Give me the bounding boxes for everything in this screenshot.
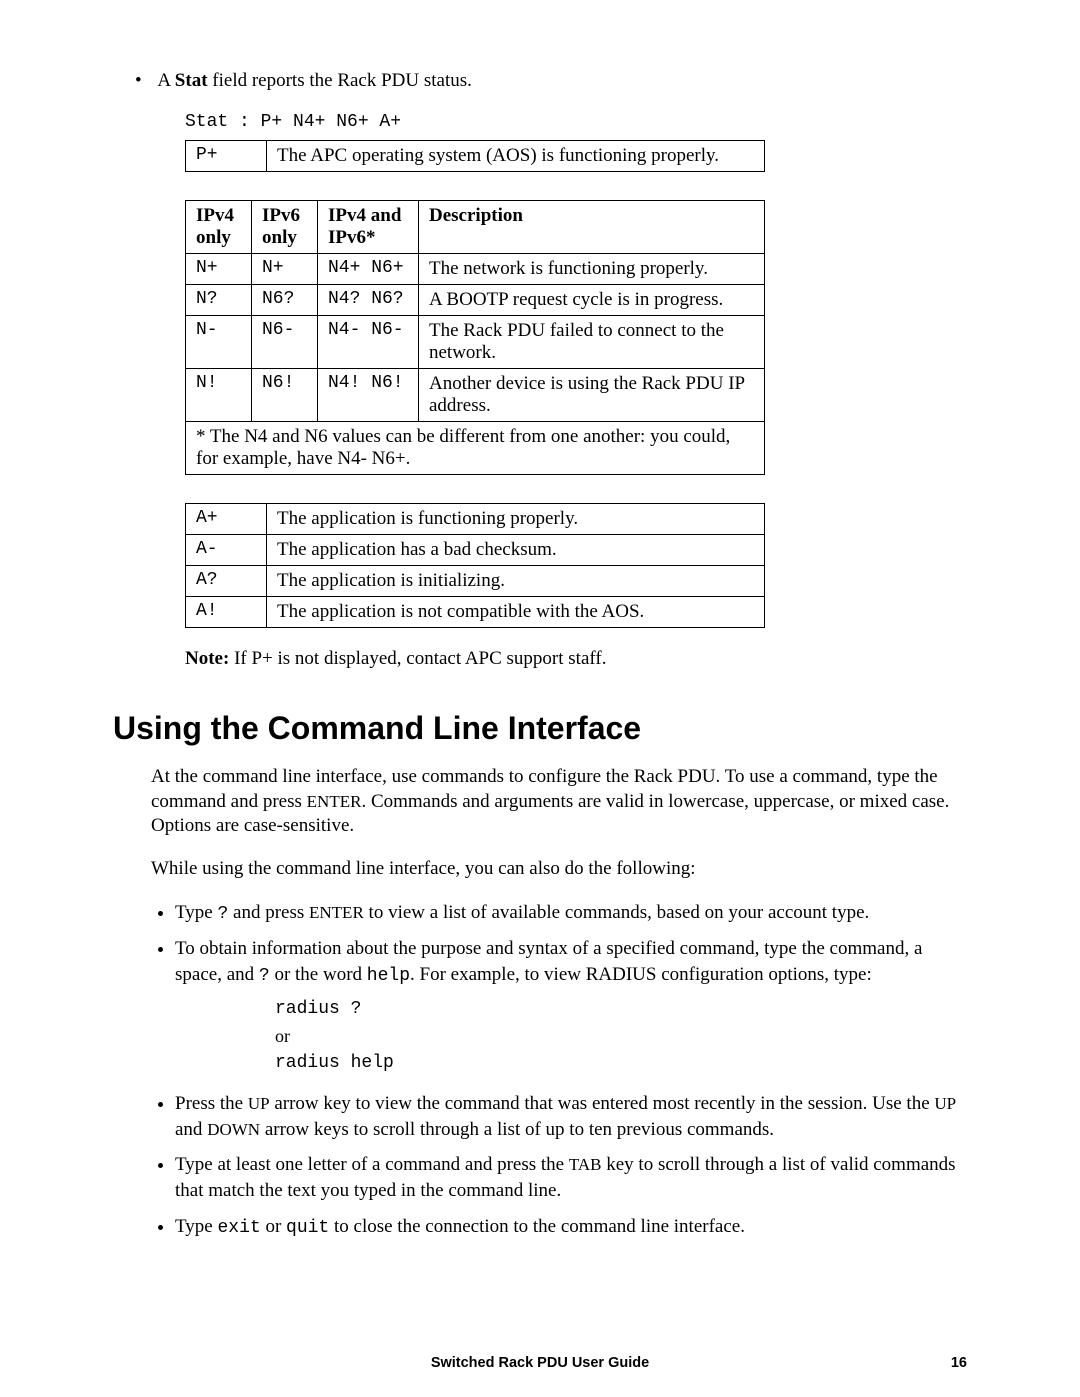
cell-desc: A BOOTP request cycle is in progress. [419, 285, 765, 316]
inline-code: exit [217, 1218, 260, 1238]
code-line: radius help [275, 1050, 967, 1077]
text: arrow keys to scroll through a list of u… [260, 1119, 774, 1140]
cell: N4! N6! [318, 369, 419, 422]
text: only [262, 227, 297, 248]
text: Type [175, 902, 217, 923]
keycap: DOWN [207, 1120, 260, 1139]
cell: N- [186, 316, 252, 369]
col-header: Description [419, 201, 765, 254]
page-content: A Stat field reports the Rack PDU status… [0, 0, 1080, 1397]
footer-title: Switched Rack PDU User Guide [0, 1355, 1080, 1371]
stat-intro: A Stat field reports the Rack PDU status… [135, 70, 967, 92]
list-item: Type exit or quit to close the connectio… [175, 1214, 967, 1240]
inline-code: quit [286, 1218, 329, 1238]
note-text: If P+ is not displayed, contact APC supp… [229, 648, 606, 669]
list-item: Type at least one letter of a command an… [175, 1152, 967, 1203]
keycap: TAB [569, 1155, 602, 1174]
code-block: radius ? or radius help [275, 996, 967, 1077]
cell: N4- N6- [318, 316, 419, 369]
keycap: ENTER [309, 903, 364, 922]
list-item: Type ? and press ENTER to view a list of… [175, 900, 967, 926]
text: . For example, to view RADIUS configurat… [410, 964, 872, 985]
cell-code: A- [186, 535, 267, 566]
network-status-table: IPv4only IPv6only IPv4 andIPv6* Descript… [185, 200, 765, 475]
keycap: UP [934, 1094, 956, 1113]
text: arrow key to view the command that was e… [270, 1093, 935, 1114]
cell-desc: The application is initializing. [267, 566, 765, 597]
text: IPv4 and [328, 205, 401, 226]
text: or the word [270, 964, 367, 985]
text: and press [228, 902, 309, 923]
text: field reports the Rack PDU status. [208, 70, 472, 91]
paragraph: While using the command line interface, … [151, 857, 967, 882]
list-item: Press the UP arrow key to view the comma… [175, 1091, 967, 1142]
table-footnote-row: * The N4 and N6 values can be different … [186, 422, 765, 475]
table-row: N? N6? N4? N6? A BOOTP request cycle is … [186, 285, 765, 316]
cell-desc: The application is not compatible with t… [267, 597, 765, 628]
inline-code: ? [217, 904, 228, 924]
application-status-table: A+ The application is functioning proper… [185, 503, 765, 628]
table-row: A? The application is initializing. [186, 566, 765, 597]
text: or [261, 1216, 286, 1237]
col-header: IPv6only [252, 201, 318, 254]
text: Type [175, 1216, 217, 1237]
inline-code: ? [259, 966, 270, 986]
cell-code: A+ [186, 504, 267, 535]
cell-desc: The APC operating system (AOS) is functi… [267, 141, 765, 172]
text: and [175, 1119, 207, 1140]
text: IPv6* [328, 227, 376, 248]
cell-desc: The application has a bad checksum. [267, 535, 765, 566]
footnote-cell: * The N4 and N6 values can be different … [186, 422, 765, 475]
text: IPv6 [262, 205, 300, 226]
cell-desc: Another device is using the Rack PDU IP … [419, 369, 765, 422]
table-header-row: IPv4only IPv6only IPv4 andIPv6* Descript… [186, 201, 765, 254]
cell-code: A? [186, 566, 267, 597]
code-line: radius ? [275, 996, 967, 1023]
text: A [157, 70, 174, 91]
table-row: A- The application has a bad checksum. [186, 535, 765, 566]
note: Note: If P+ is not displayed, contact AP… [185, 648, 967, 670]
table-row: A! The application is not compatible wit… [186, 597, 765, 628]
cell-code: P+ [186, 141, 267, 172]
text: to view a list of available commands, ba… [364, 902, 869, 923]
cell: N6? [252, 285, 318, 316]
cell: N+ [186, 254, 252, 285]
cell: N4+ N6+ [318, 254, 419, 285]
cell: N+ [252, 254, 318, 285]
status-table-p: P+ The APC operating system (AOS) is fun… [185, 140, 765, 172]
cell: N6! [252, 369, 318, 422]
table-row: N! N6! N4! N6! Another device is using t… [186, 369, 765, 422]
keycap: ENTER [307, 792, 362, 811]
footer-page-number: 16 [951, 1355, 967, 1371]
keycap: UP [248, 1094, 270, 1113]
cell: N4? N6? [318, 285, 419, 316]
text: IPv4 [196, 205, 234, 226]
cell-desc: The application is functioning properly. [267, 504, 765, 535]
col-header: IPv4only [186, 201, 252, 254]
cell: N? [186, 285, 252, 316]
cell-desc: The Rack PDU failed to connect to the ne… [419, 316, 765, 369]
text: Type at least one letter of a command an… [175, 1154, 569, 1175]
list-item: To obtain information about the purpose … [175, 936, 967, 1077]
code-line: or [275, 1023, 967, 1050]
section-heading: Using the Command Line Interface [113, 710, 967, 747]
text: to close the connection to the command l… [329, 1216, 745, 1237]
paragraph: At the command line interface, use comma… [151, 765, 967, 839]
text-bold: Stat [175, 70, 208, 91]
text: Press the [175, 1093, 248, 1114]
table-row: P+ The APC operating system (AOS) is fun… [186, 141, 765, 172]
inline-code: help [367, 966, 410, 986]
text: only [196, 227, 231, 248]
table-row: N+ N+ N4+ N6+ The network is functioning… [186, 254, 765, 285]
cell: N! [186, 369, 252, 422]
cell-desc: The network is functioning properly. [419, 254, 765, 285]
table-row: A+ The application is functioning proper… [186, 504, 765, 535]
stat-code-line: Stat : P+ N4+ N6+ A+ [185, 112, 967, 132]
col-header: IPv4 andIPv6* [318, 201, 419, 254]
instruction-list: Type ? and press ENTER to view a list of… [151, 900, 967, 1240]
table-row: N- N6- N4- N6- The Rack PDU failed to co… [186, 316, 765, 369]
cell: N6- [252, 316, 318, 369]
note-label: Note: [185, 648, 229, 669]
cell-code: A! [186, 597, 267, 628]
